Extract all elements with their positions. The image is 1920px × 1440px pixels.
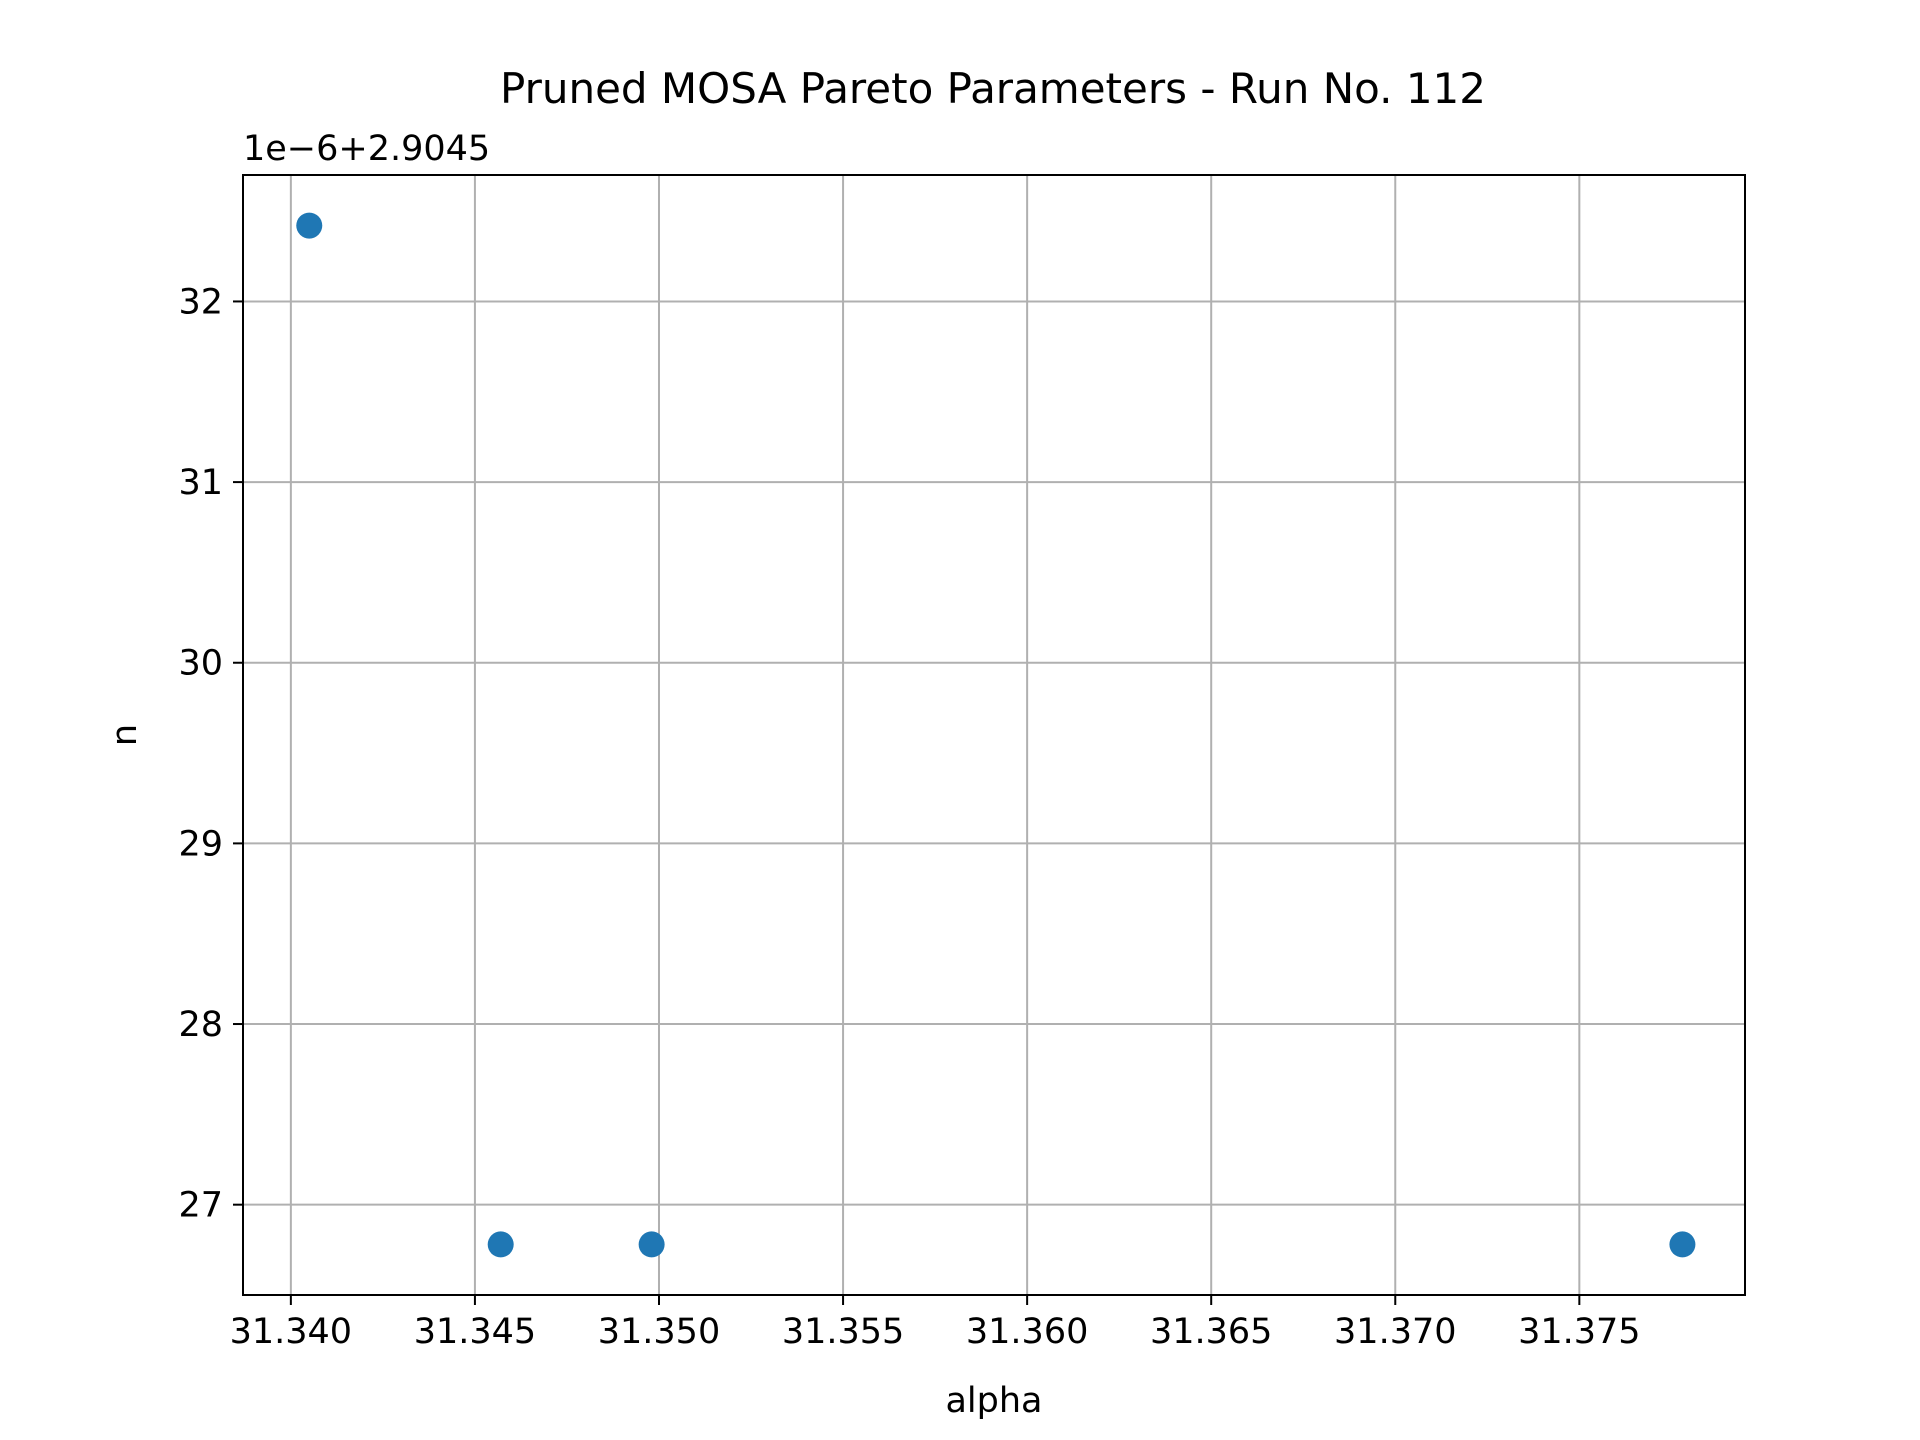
y-tick-label: 32	[178, 282, 223, 322]
x-tick-label: 31.360	[966, 1312, 1088, 1352]
x-tick-label: 31.345	[414, 1312, 536, 1352]
data-point	[1669, 1231, 1696, 1258]
plot-frame	[242, 174, 1746, 1296]
data-points	[296, 212, 1696, 1258]
x-tick-label: 31.365	[1150, 1312, 1272, 1352]
axis-ticks: 31.340 31.345 31.350 31.355 31.360 31.365 31.3…	[178, 282, 1640, 1352]
y-tick-label: 27	[178, 1186, 223, 1226]
x-tick-label: 31.370	[1334, 1312, 1456, 1352]
y-tick-label: 31	[178, 463, 223, 503]
y-offset-label: 1e−6+2.9045	[243, 129, 490, 169]
chart-title: Pruned MOSA Pareto Parameters - Run No. …	[500, 64, 1486, 113]
x-tick-label: 31.340	[230, 1312, 352, 1352]
x-tick-label: 31.350	[598, 1312, 720, 1352]
y-tick-label: 28	[178, 1005, 223, 1045]
y-axis-label: n	[105, 724, 145, 746]
data-point	[638, 1231, 665, 1258]
grid-lines	[243, 175, 1745, 1295]
x-tick-label: 31.355	[782, 1312, 904, 1352]
x-axis-label: alpha	[945, 1381, 1042, 1421]
x-tick-label: 31.375	[1518, 1312, 1640, 1352]
y-tick-label: 30	[178, 644, 223, 684]
data-point	[296, 212, 323, 239]
y-tick-label: 29	[178, 824, 223, 864]
data-point	[487, 1231, 514, 1258]
